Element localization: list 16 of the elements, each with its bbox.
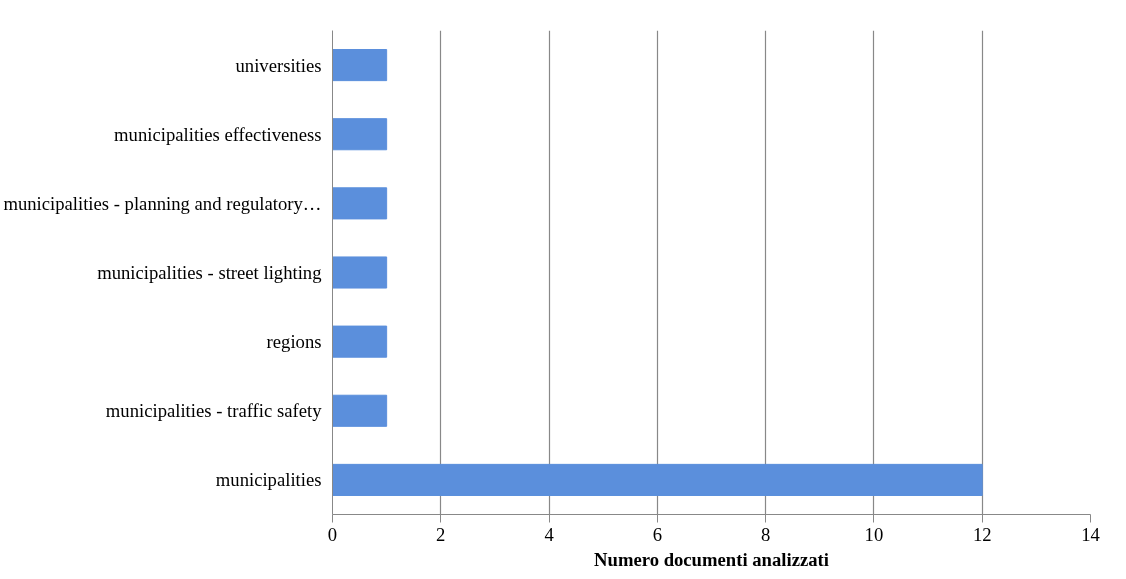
x-tick-label: 6 — [652, 523, 663, 545]
x-tick-label: 0 — [327, 523, 338, 545]
x-tick-label: 8 — [760, 523, 771, 545]
y-tick-label: municipalities — [215, 469, 322, 491]
x-tick-label: 4 — [544, 523, 555, 545]
x-tick-label: 12 — [972, 523, 992, 545]
y-tick-label: municipalities - planning and regulatory… — [3, 192, 322, 214]
x-axis-title: Numero documenti analizzati — [594, 548, 829, 570]
y-tick-label: municipalities - street lighting — [97, 262, 322, 283]
y-tick-label: universities — [235, 54, 322, 76]
x-tick-label: 2 — [436, 523, 446, 545]
y-tick-label: municipalities - traffic safety — [105, 400, 323, 422]
y-tick-label: municipalities effectiveness — [114, 123, 322, 145]
x-tick-label: 14 — [1081, 523, 1101, 545]
x-tick-label: 10 — [864, 523, 884, 545]
y-tick-label: regions — [266, 331, 322, 353]
